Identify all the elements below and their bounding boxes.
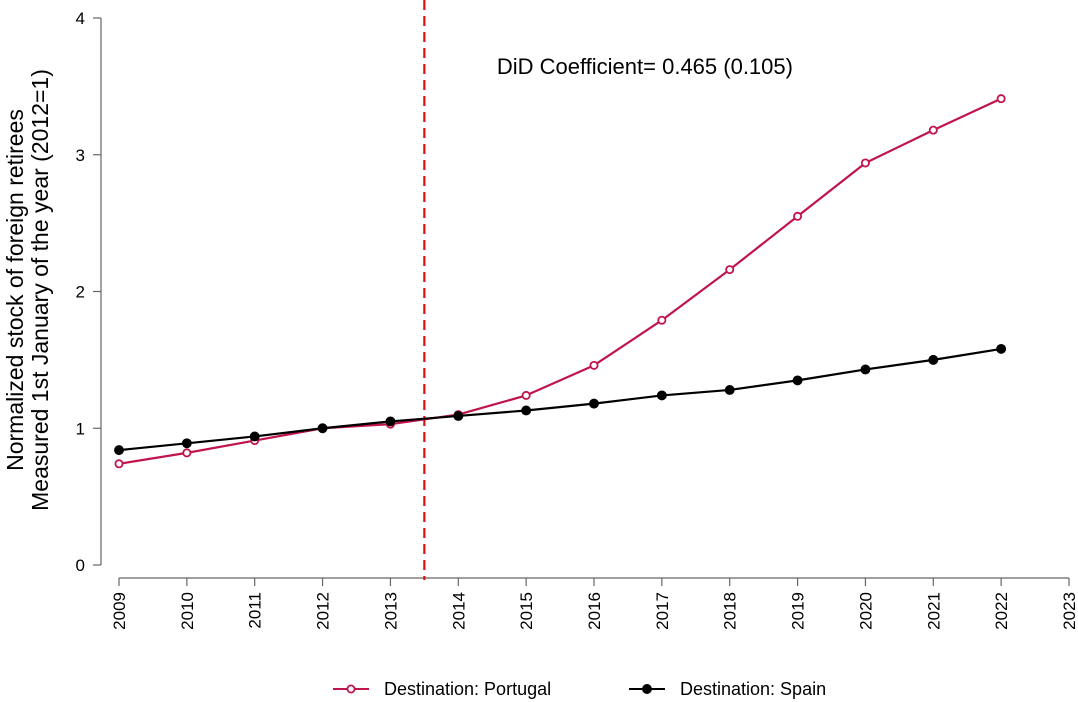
x-tick-label: 2012 [314,592,333,630]
y-tick-label: 4 [76,9,85,28]
x-tick-label: 2013 [381,592,400,630]
legend: Destination: Portugal Destination: Spain [333,679,826,699]
data-point-destination-spain [181,438,192,449]
data-point-destination-portugal [589,360,599,370]
data-point-destination-portugal [793,211,803,221]
data-point-destination-portugal [521,390,531,400]
x-tick-label: 2017 [653,592,672,630]
data-point-destination-spain [317,423,328,434]
series-layer [114,94,1007,469]
y-tick-label: 0 [76,556,85,575]
data-point-destination-spain [928,354,939,365]
x-tick-label: 2019 [789,592,808,630]
series-line-destination-portugal [118,97,1002,465]
x-tick-label: 2011 [246,592,265,629]
y-tick-label: 2 [76,283,85,302]
axes: 0 1 2 3 4 2009 2010 2011 2012 2013 2014 2015 2016 201… [76,9,1078,630]
data-point-destination-spain [656,390,667,401]
did-coefficient-annotation: DiD Coefficient= 0.465 (0.105) [497,54,793,79]
data-point-destination-spain [453,410,464,421]
data-point-destination-spain [114,445,124,456]
legend-marker-spain [642,684,652,694]
data-point-destination-spain [385,416,396,427]
x-tick-label: 2009 [110,592,129,630]
x-tick-label: 2014 [449,592,468,630]
data-point-destination-spain [860,364,871,375]
x-tick-label: 2010 [178,592,197,630]
y-axis-title-line1: Normalized stock of foreign retirees [2,109,28,471]
data-point-destination-spain [249,431,260,442]
legend-item-spain: Destination: Spain [629,679,826,699]
x-tick-label: 2020 [856,592,875,630]
data-point-destination-portugal [114,459,124,469]
data-point-destination-portugal [928,125,938,135]
legend-label-spain: Destination: Spain [680,679,826,699]
x-tick-label: 2016 [585,592,604,630]
y-tick-label: 1 [76,419,85,438]
x-tick-label: 2018 [721,592,740,630]
data-point-destination-spain [589,398,599,409]
data-point-destination-portugal [657,315,667,325]
data-point-destination-portugal [860,158,870,168]
data-point-destination-spain [724,385,735,395]
x-tick-label: 2023 [1060,592,1078,630]
legend-label-portugal: Destination: Portugal [384,679,551,699]
data-point-destination-portugal [182,448,192,458]
series-line-destination-spain [118,347,1002,452]
data-point-destination-spain [521,405,532,416]
legend-item-portugal: Destination: Portugal [333,679,551,699]
data-point-destination-portugal [725,265,735,275]
x-tick-label: 2015 [517,592,536,630]
y-axis-title-line2: Measured 1st January of the year (2012=1… [27,69,53,511]
legend-marker-portugal [346,684,356,694]
data-point-destination-portugal [996,94,1006,104]
data-point-destination-spain [996,343,1007,354]
x-tick-label: 2021 [924,592,943,630]
y-tick-label: 3 [76,146,85,165]
x-tick-label: 2022 [992,592,1011,630]
data-point-destination-spain [792,375,803,386]
